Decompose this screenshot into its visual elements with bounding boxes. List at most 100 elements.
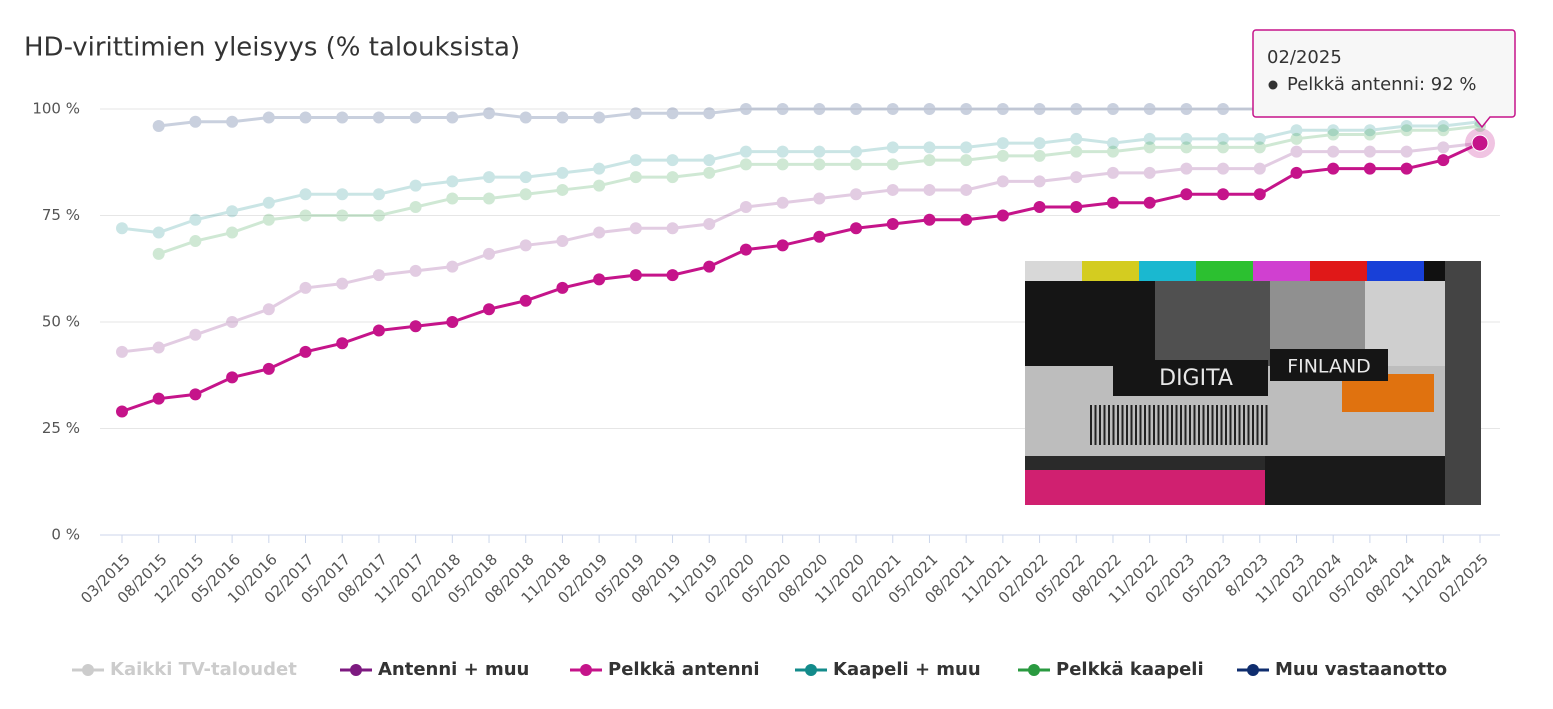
marker — [1143, 141, 1156, 154]
marker — [152, 120, 165, 133]
marker — [776, 145, 789, 158]
marker — [409, 179, 422, 192]
marker — [850, 103, 863, 115]
stripe — [1153, 405, 1155, 445]
marker — [996, 103, 1009, 115]
marker — [226, 226, 239, 239]
marker — [776, 103, 789, 115]
marker — [446, 192, 459, 205]
marker — [372, 188, 385, 201]
legend-label[interactable]: Muu vastaanotto — [1275, 659, 1447, 680]
stripe — [1139, 405, 1142, 445]
marker — [189, 235, 202, 248]
marker — [446, 316, 459, 328]
marker — [1437, 120, 1450, 133]
marker — [1400, 120, 1413, 133]
marker — [850, 145, 863, 158]
marker — [739, 158, 752, 171]
marker — [996, 137, 1009, 150]
marker — [776, 158, 789, 171]
marker — [1033, 149, 1046, 162]
marker — [666, 222, 679, 235]
marker — [1253, 162, 1266, 175]
marker — [336, 337, 349, 350]
stripe — [1094, 405, 1097, 445]
marker — [1217, 103, 1230, 115]
marker — [703, 166, 716, 179]
marker — [1070, 171, 1083, 184]
legend-label[interactable]: Kaapeli + muu — [833, 659, 981, 680]
marker — [556, 183, 569, 196]
marker — [409, 111, 422, 124]
marker — [886, 218, 899, 231]
marker — [372, 269, 385, 282]
marker — [739, 145, 752, 158]
marker — [152, 341, 165, 354]
marker — [776, 196, 789, 209]
marker — [1327, 124, 1340, 137]
marker — [262, 362, 275, 375]
marker — [593, 273, 606, 286]
marker — [262, 213, 275, 226]
marker — [1253, 141, 1266, 154]
marker — [1217, 162, 1230, 175]
marker — [1217, 141, 1230, 154]
image-text: FINLAND — [1287, 356, 1371, 378]
marker — [1327, 128, 1340, 141]
stripe — [1180, 405, 1182, 445]
color-bar — [1367, 261, 1424, 281]
marker — [923, 183, 936, 196]
marker — [996, 149, 1009, 162]
marker — [996, 175, 1009, 188]
legend-label[interactable]: Pelkkä kaapeli — [1056, 659, 1204, 680]
marker — [629, 154, 642, 167]
marker — [336, 277, 349, 290]
color-bar — [1253, 261, 1310, 281]
color-bar — [1139, 261, 1196, 281]
stripe — [1216, 405, 1218, 445]
marker — [189, 213, 202, 226]
marker — [1143, 103, 1156, 115]
marker — [483, 171, 496, 184]
marker — [1180, 141, 1193, 154]
marker — [519, 188, 532, 201]
stripe — [1234, 405, 1236, 445]
marker — [556, 111, 569, 124]
stripe — [1130, 405, 1133, 445]
stripe — [1135, 405, 1137, 445]
legend-label[interactable]: Pelkkä antenni — [608, 659, 760, 680]
image-text: DIGITA — [1159, 366, 1233, 391]
stripe — [1166, 405, 1169, 445]
test-card-image: DIGITA FINLAND — [1025, 261, 1481, 505]
stripe — [1247, 405, 1250, 445]
marker — [703, 107, 716, 120]
stripe — [1198, 405, 1200, 445]
marker — [299, 188, 312, 201]
stripe — [1148, 405, 1151, 445]
y-tick-label: 75 % — [42, 206, 80, 224]
marker — [1290, 124, 1303, 137]
series — [152, 120, 1486, 260]
y-tick-label: 100 % — [32, 100, 80, 118]
marker — [1180, 188, 1193, 201]
stripe — [1252, 405, 1254, 445]
marker — [372, 209, 385, 222]
marker — [336, 111, 349, 124]
marker — [299, 111, 312, 124]
stripe — [1103, 405, 1106, 445]
marker — [1106, 145, 1119, 158]
legend-marker — [1247, 664, 1259, 676]
stripe — [1193, 405, 1196, 445]
marker — [483, 303, 496, 316]
marker — [1400, 124, 1413, 137]
line — [158, 124, 1481, 256]
marker — [1217, 132, 1230, 145]
legend-label[interactable]: Antenni + muu — [378, 659, 529, 680]
marker — [189, 328, 202, 341]
marker — [776, 239, 789, 252]
marker — [703, 218, 716, 231]
marker — [152, 392, 165, 405]
legend-label[interactable]: Kaikki TV-taloudet — [110, 659, 297, 680]
marker — [629, 222, 642, 235]
